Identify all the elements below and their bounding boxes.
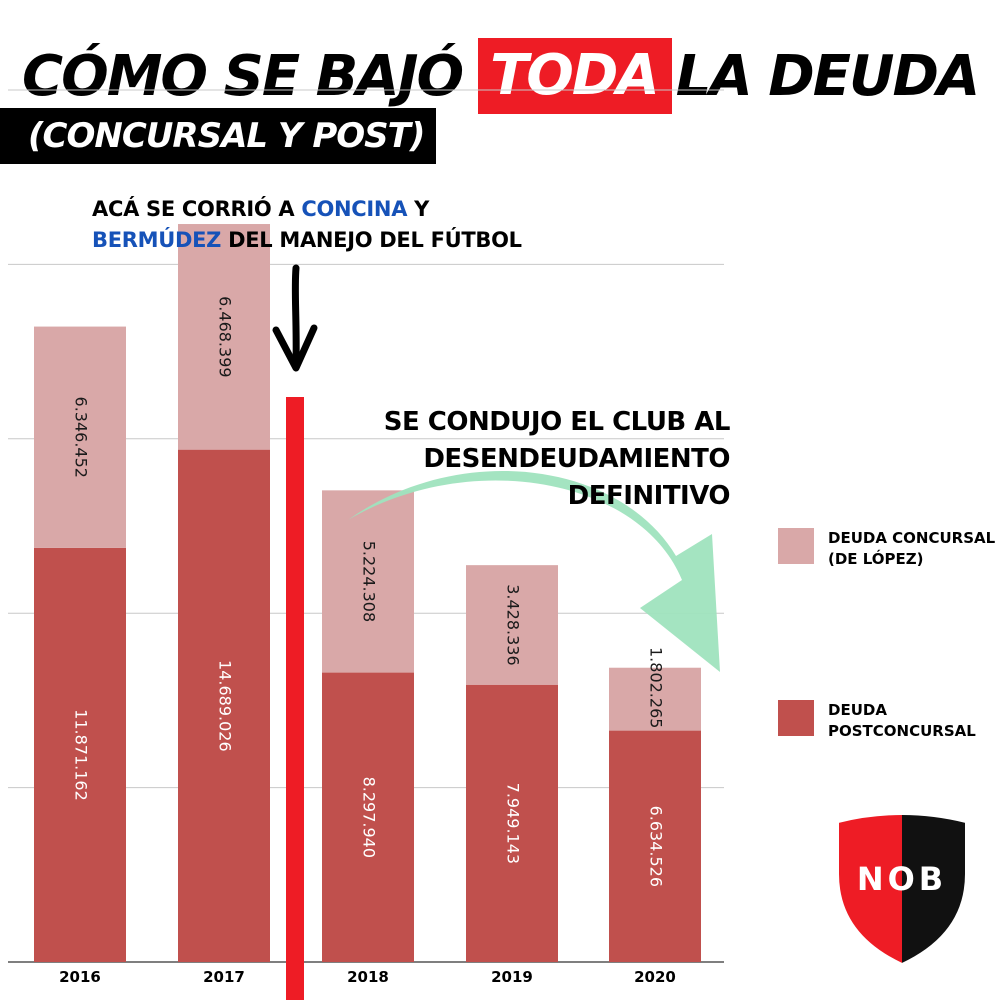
annotation-name-bermudez: BERMÚDEZ xyxy=(92,228,222,252)
annotation-deleveraging: SE CONDUJO EL CLUB AL DESENDEUDAMIENTO D… xyxy=(330,404,731,515)
legend-label-concursal: DEUDA CONCURSAL (DE LÓPEZ) xyxy=(828,529,996,568)
arrow-down-head-icon xyxy=(272,324,318,372)
data-label-postconcursal-2017: 14.689.026 xyxy=(216,660,235,752)
nob-shield-logo: NOB xyxy=(837,813,967,966)
bar-concursal-2017 xyxy=(178,224,270,450)
title-part1: CÓMO SE BAJÓ xyxy=(22,43,464,109)
legend-swatch-postconcursal xyxy=(778,700,814,736)
bar-postconcursal-2017 xyxy=(178,449,270,963)
chart-title: CÓMO SE BAJÓ TODA LA DEUDA xyxy=(22,36,981,116)
data-label-concursal-2016: 6.346.452 xyxy=(72,397,91,478)
bar-concursal-2016 xyxy=(34,326,126,548)
arrow-down-icon xyxy=(291,264,300,370)
bar-postconcursal-2020 xyxy=(609,730,701,962)
divider-line xyxy=(286,397,304,1000)
annotation-right-line2: DESENDEUDAMIENTO xyxy=(423,444,730,474)
bar-concursal-2018 xyxy=(322,490,414,673)
annotation-top-connector: Y xyxy=(407,197,430,221)
annotation-name-concina: CONCINA xyxy=(301,197,408,221)
annotation-right-line1: SE CONDUJO EL CLUB AL xyxy=(383,407,731,437)
annotation-top-prefix: ACÁ SE CORRIÓ A xyxy=(92,197,302,221)
bar-postconcursal-2019 xyxy=(466,684,558,962)
annotation-coaching-change: ACÁ SE CORRIÓ A CONCINA Y BERMÚDEZ DEL M… xyxy=(92,194,562,256)
legend-item-concursal: DEUDA CONCURSAL (DE LÓPEZ) xyxy=(778,528,1000,570)
x-tick-label-2017: 2017 xyxy=(203,968,245,986)
data-label-concursal-2017: 6.468.399 xyxy=(216,296,235,377)
bar-postconcursal-2016 xyxy=(34,547,126,962)
data-label-postconcursal-2020: 6.634.526 xyxy=(647,806,666,887)
legend-swatch-concursal xyxy=(778,528,814,564)
annotation-top-suffix: DEL MANEJO DEL FÚTBOL xyxy=(221,228,522,252)
x-tick-label-2016: 2016 xyxy=(59,968,101,986)
x-tick-label-2020: 2020 xyxy=(634,968,676,986)
data-label-postconcursal-2016: 11.871.162 xyxy=(72,709,91,801)
bar-concursal-2019 xyxy=(466,565,558,685)
bar-postconcursal-2018 xyxy=(322,672,414,962)
title-highlight: TODA xyxy=(478,38,672,114)
data-label-postconcursal-2018: 8.297.940 xyxy=(360,777,379,858)
legend-item-postconcursal: DEUDA POSTCONCURSAL xyxy=(778,700,1000,742)
chart-subtitle: (CONCURSAL Y POST) xyxy=(0,108,436,164)
title-part2: LA DEUDA xyxy=(675,43,981,109)
data-label-concursal-2020: 1.802.265 xyxy=(647,647,666,728)
bar-concursal-2020 xyxy=(609,667,701,731)
data-label-concursal-2019: 3.428.336 xyxy=(504,584,523,665)
x-tick-label-2018: 2018 xyxy=(347,968,389,986)
legend-label-postconcursal: DEUDA POSTCONCURSAL xyxy=(828,701,976,740)
data-label-concursal-2018: 5.224.308 xyxy=(360,541,379,622)
annotation-right-line3: DEFINITIVO xyxy=(567,481,731,511)
data-label-postconcursal-2019: 7.949.143 xyxy=(504,783,523,864)
x-tick-label-2019: 2019 xyxy=(491,968,533,986)
logo-text: NOB xyxy=(857,860,947,898)
subtitle-text: (CONCURSAL Y POST) xyxy=(28,116,425,156)
